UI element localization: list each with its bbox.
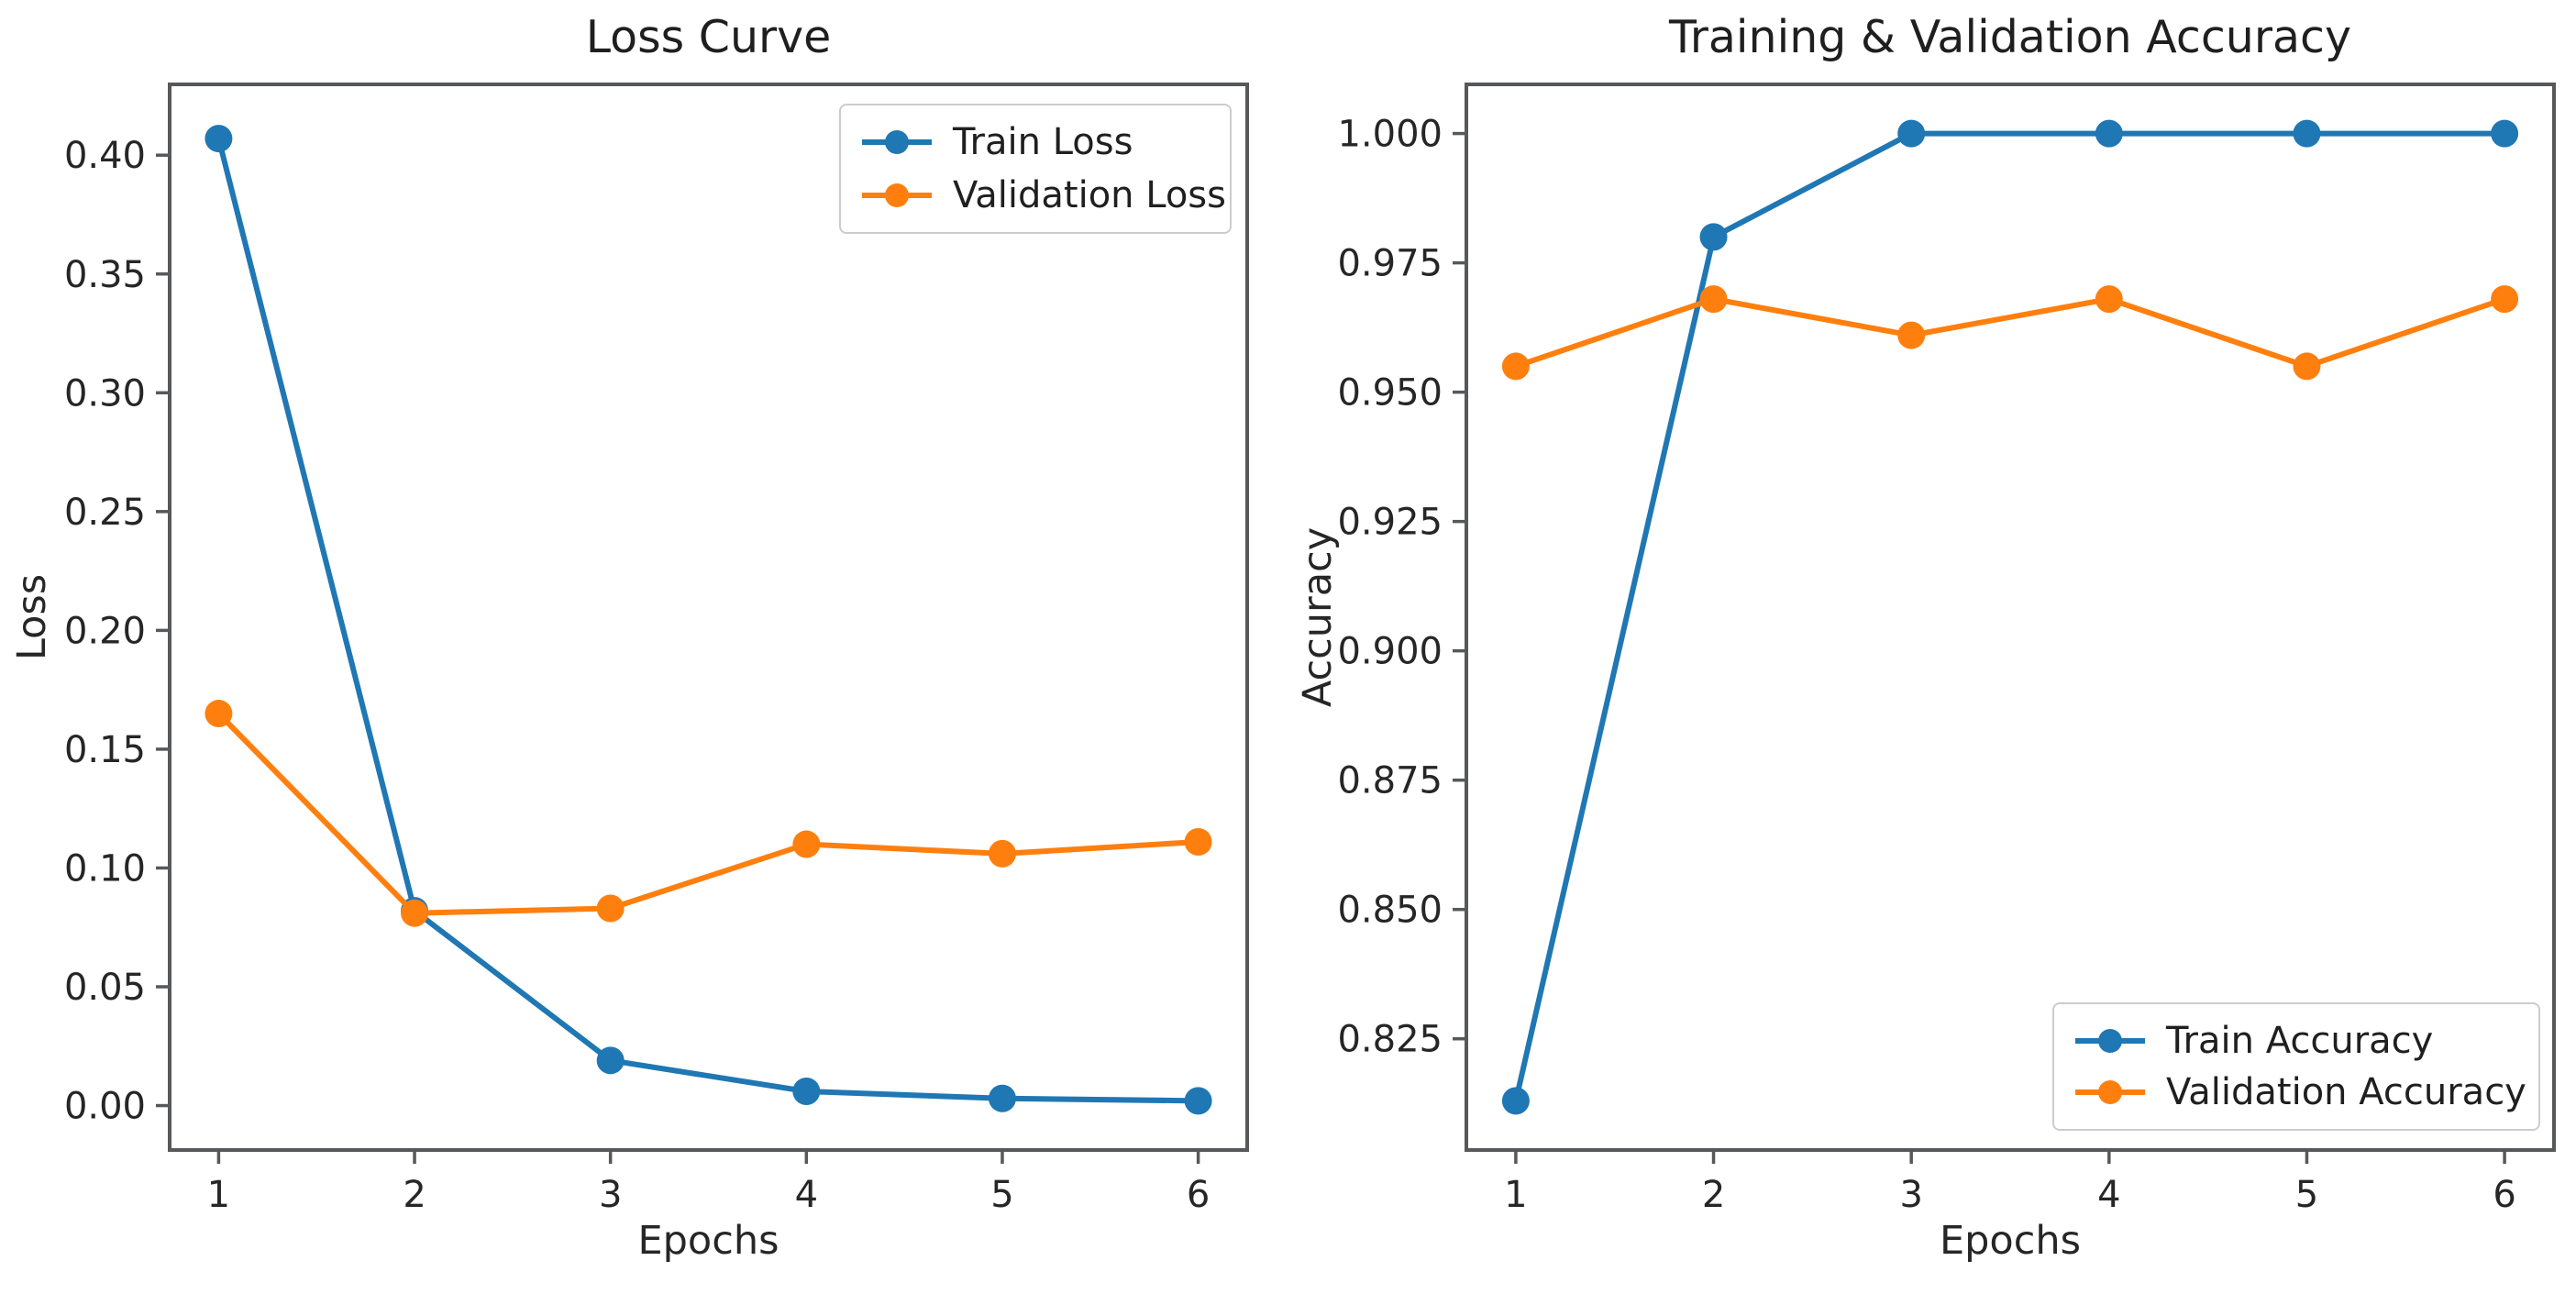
x-tick-label: 3 [599,1174,622,1216]
validation-accuracy-marker [1897,321,1926,349]
legend-label-validation-accuracy: Validation Accuracy [2166,1071,2526,1114]
train-accuracy-marker [2491,119,2519,148]
loss-chart-title: Loss Curve [585,11,832,63]
y-tick-label: 0.40 [64,135,146,177]
validation-loss-marker [205,700,233,728]
validation-accuracy-marker [2491,285,2519,314]
validation-loss-marker [596,894,625,923]
x-tick-label: 2 [403,1174,426,1216]
validation-accuracy-line [1514,296,2506,370]
legend-label-train-loss: Train Loss [953,121,1133,164]
plot-border [1465,83,2556,1152]
train-loss-marker [596,1046,625,1075]
accuracy-chart-xlabel: Epochs [1939,1218,2082,1264]
x-tick-label: 4 [2097,1174,2120,1216]
y-tick-label: 0.30 [64,372,146,415]
x-tick-label: 1 [207,1174,230,1216]
legend-label-train-accuracy: Train Accuracy [2166,1019,2434,1062]
legend-item-train-accuracy: Train Accuracy [2071,1020,2522,1062]
validation-loss-marker [988,839,1016,868]
accuracy-chart-legend: Train Accuracy Validation Accuracy [2052,1002,2540,1131]
accuracy-chart-title: Training & Validation Accuracy [1669,11,2351,63]
train-loss-marker [1184,1087,1212,1115]
validation-loss-marker [792,830,821,858]
validation-loss-line [216,711,1199,916]
x-tick-label: 3 [1899,1174,1922,1216]
loss-chart-ylabel: Loss [9,573,55,661]
train-loss-marker [205,125,233,153]
train-accuracy-marker [1897,119,1926,148]
train-accuracy-marker [1699,223,1728,251]
train-loss-marker [792,1078,821,1106]
validation-loss-marker [401,899,429,927]
x-tick-label: 1 [1504,1174,1527,1216]
validation-accuracy-marker [2293,352,2321,381]
x-tick-label: 5 [990,1174,1013,1216]
y-tick-label: 0.00 [64,1086,146,1128]
y-tick-label: 0.15 [64,729,146,771]
validation-loss-legend-marker [862,182,932,207]
legend-item-train-loss: Train Loss [857,121,1213,163]
loss-chart-xlabel: Epochs [637,1218,779,1264]
x-tick-label: 6 [1187,1174,1210,1216]
train-accuracy-line [1512,130,2505,1102]
y-tick-label: 0.975 [1337,243,1443,285]
y-tick-label: 0.900 [1337,631,1443,673]
validation-accuracy-legend-marker [2075,1080,2145,1105]
legend-item-validation-accuracy: Validation Accuracy [2071,1071,2526,1113]
y-tick-label: 0.825 [1337,1019,1443,1061]
legend-label-validation-loss: Validation Loss [953,173,1226,216]
train-loss-legend-marker [862,130,932,155]
y-tick-label: 0.35 [64,254,146,296]
y-tick-label: 0.10 [64,847,146,890]
x-tick-label: 5 [2295,1174,2318,1216]
y-tick-label: 0.25 [64,492,146,534]
y-tick-label: 1.000 [1337,114,1443,156]
y-tick-label: 0.875 [1337,760,1443,802]
train-loss-line [216,138,1199,1104]
train-accuracy-marker [2293,119,2321,148]
legend-item-validation-loss: Validation Loss [857,174,1226,216]
train-accuracy-legend-marker [2075,1028,2145,1053]
train-loss-marker [988,1084,1016,1112]
validation-accuracy-marker [2095,285,2123,314]
x-tick-label: 4 [795,1174,818,1216]
x-tick-label: 2 [1702,1174,1725,1216]
validation-accuracy-marker [1699,285,1728,314]
y-tick-label: 0.925 [1337,502,1443,544]
x-tick-label: 6 [2493,1174,2515,1216]
train-accuracy-marker [1501,1087,1530,1115]
y-tick-label: 0.20 [64,610,146,652]
y-tick-label: 0.05 [64,967,146,1009]
validation-accuracy-marker [1501,352,1530,381]
validation-loss-marker [1184,827,1212,856]
y-tick-label: 0.850 [1337,890,1443,932]
y-tick-label: 0.950 [1337,372,1443,415]
plot-border [168,83,1249,1152]
loss-chart-legend: Train Loss Validation Loss [839,104,1232,234]
accuracy-chart-ylabel: Accuracy [1295,526,1341,708]
train-accuracy-marker [2095,119,2123,148]
